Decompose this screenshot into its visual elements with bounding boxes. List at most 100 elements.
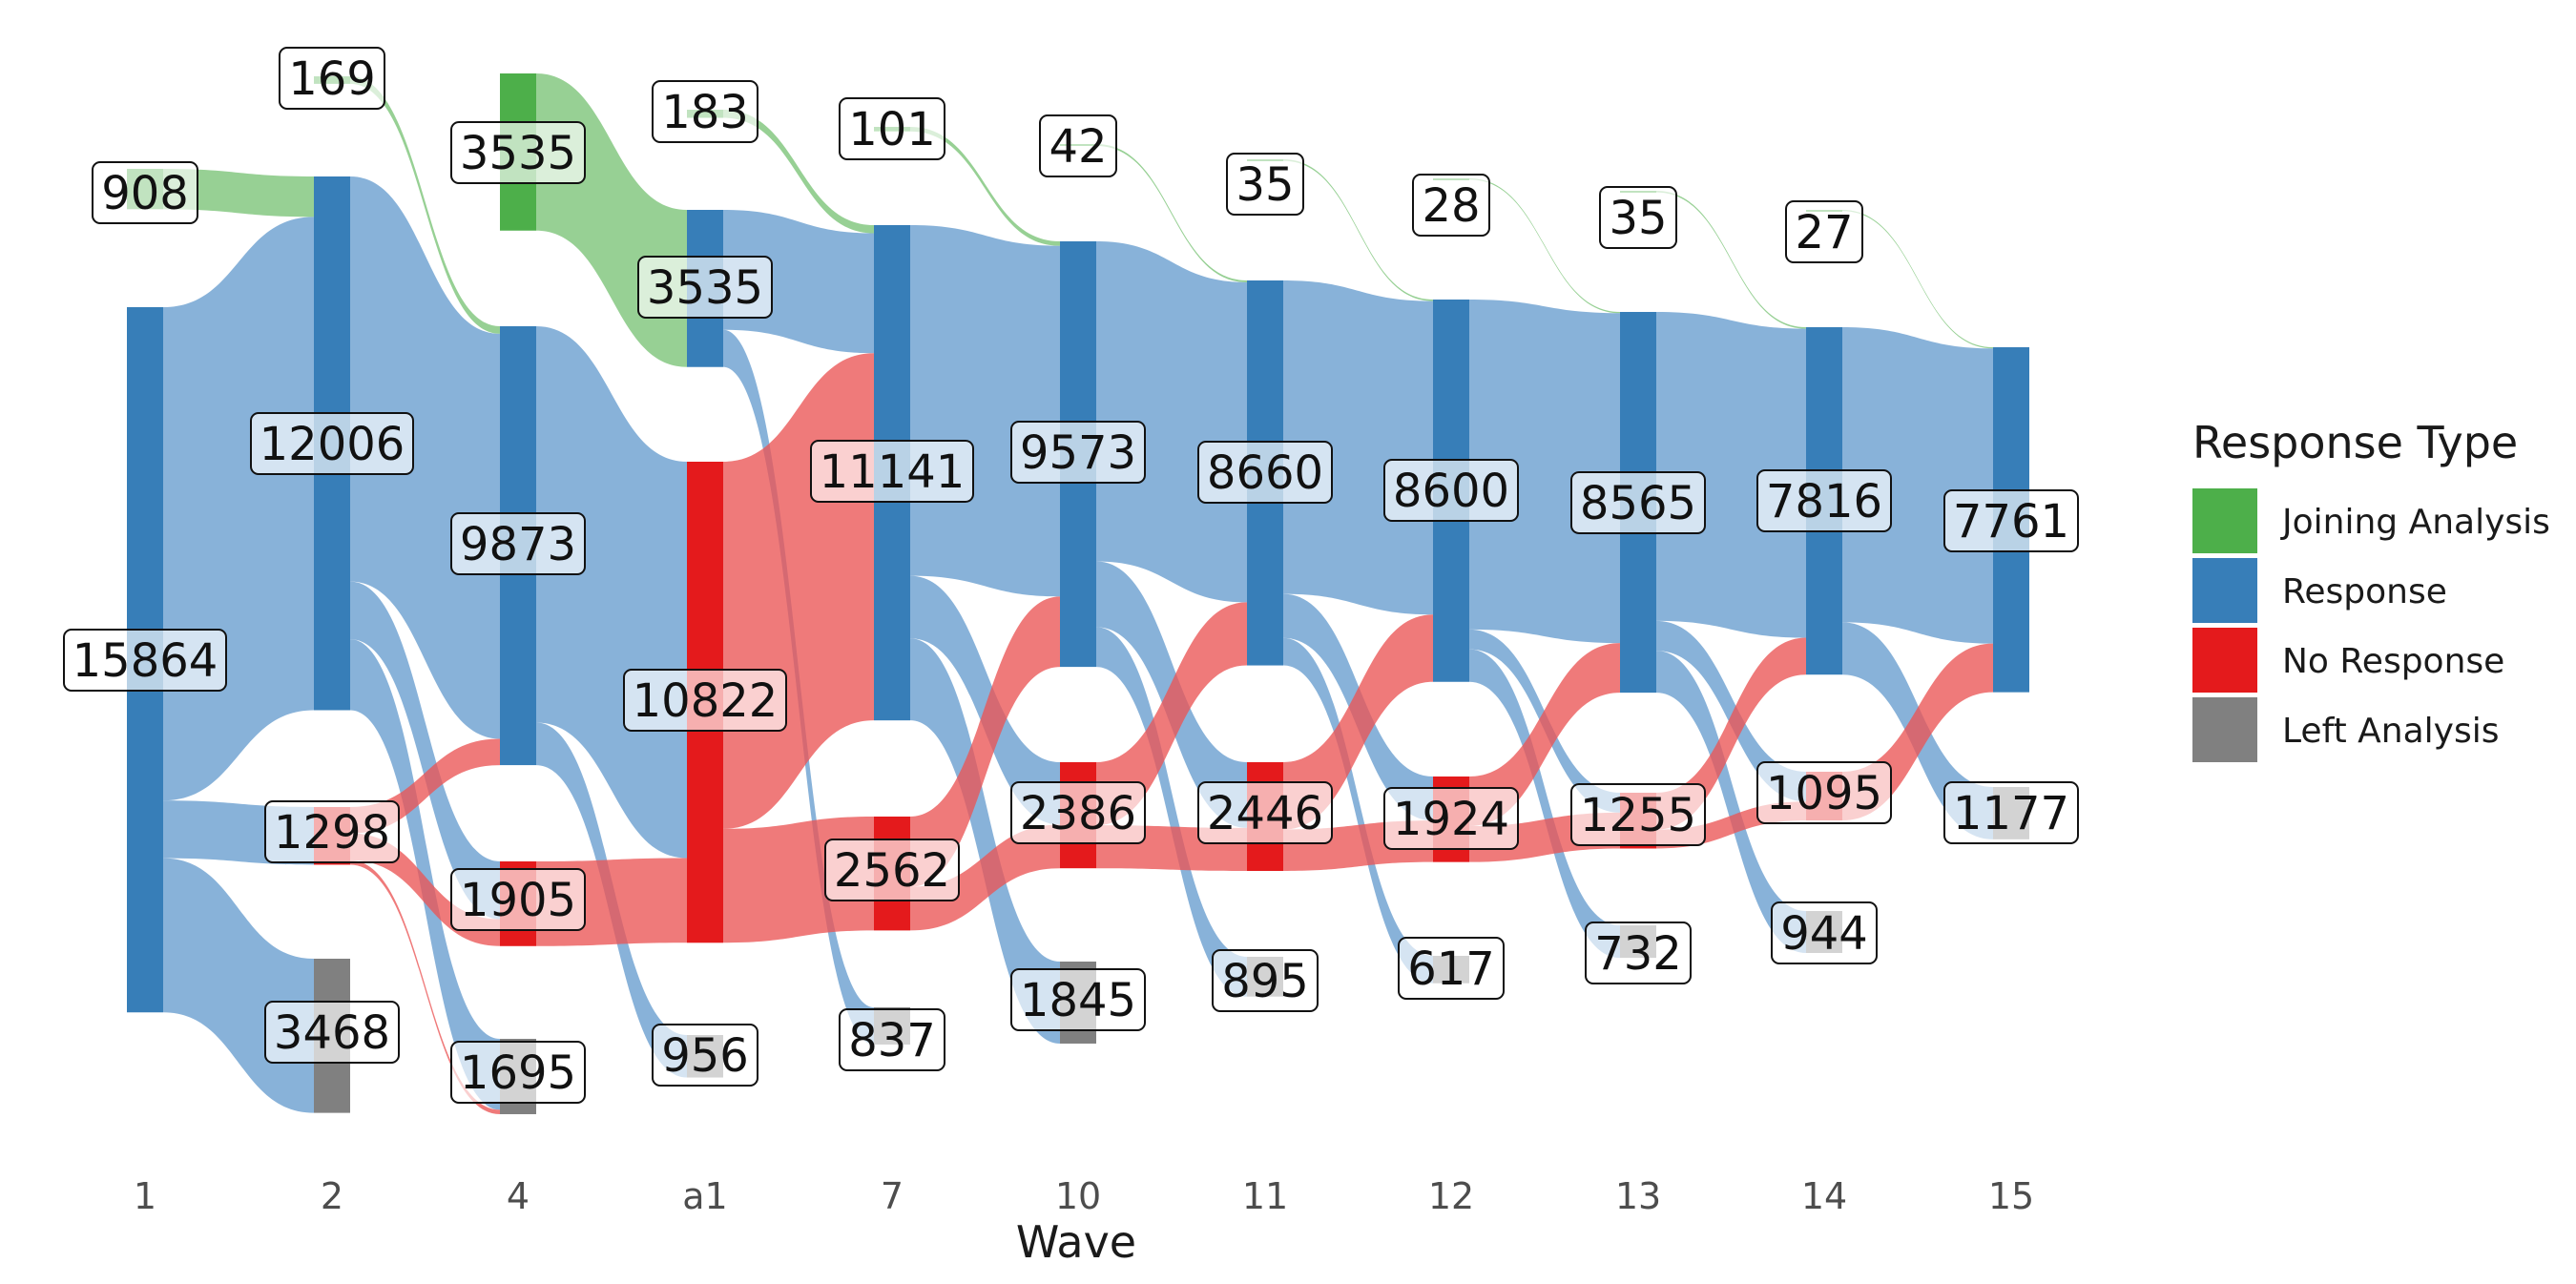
node-label-text: 3468 <box>274 1006 390 1060</box>
node-label-7-left: 837 <box>839 1008 945 1071</box>
node-label-box <box>450 1041 586 1104</box>
node-label-text: 732 <box>1594 927 1682 981</box>
flow-10-joining-to-response <box>1096 144 1247 282</box>
node-label-box <box>1383 459 1519 522</box>
flow-1-joining-to-response <box>163 169 314 217</box>
node-label-box <box>1771 901 1878 964</box>
node-label-12-joining: 28 <box>1412 174 1490 237</box>
legend-title: Response Type <box>2192 417 2518 468</box>
node-label-box <box>1197 781 1333 844</box>
flow-11-joining-to-response <box>1283 159 1433 301</box>
flow-1-response-to-left <box>163 858 314 1113</box>
node-label-box <box>1585 922 1692 984</box>
node-label-text: 35 <box>1236 158 1294 212</box>
node-label-box <box>264 1001 400 1064</box>
node-label-text: 169 <box>288 52 376 106</box>
node-label-box <box>839 97 945 160</box>
legend-key-joining <box>2192 488 2257 553</box>
node-label-13-no-response: 1255 <box>1570 783 1706 846</box>
x-tick-label-4: 4 <box>507 1175 530 1217</box>
node-label-text: 9873 <box>460 518 576 571</box>
node-label-2-left: 3468 <box>264 1001 400 1064</box>
node-label-box <box>1943 489 2079 552</box>
node-label-box <box>264 800 400 863</box>
node-label-box <box>1212 949 1319 1012</box>
node-label-text: 27 <box>1795 206 1853 259</box>
node-label-text: 28 <box>1422 179 1480 233</box>
x-tick-label-12: 12 <box>1428 1175 1474 1217</box>
node-label-text: 1095 <box>1766 767 1882 820</box>
x-axis: Wave 1 2 4 a1 7 10 11 12 13 14 15 <box>134 1175 2034 1268</box>
legend-key-left <box>2192 697 2257 762</box>
node-label-2-joining: 169 <box>279 47 385 110</box>
node-label-14-response: 7816 <box>1756 469 1892 532</box>
x-tick-label-14: 14 <box>1801 1175 1847 1217</box>
flow-12-response-to-left <box>1469 649 1620 959</box>
node-label-box <box>1398 937 1505 1000</box>
flow-7-no-response-to-no-response <box>910 824 1060 931</box>
node-label-text: 10822 <box>633 674 779 728</box>
flow-12-joining-to-response <box>1469 178 1620 314</box>
flow-4-response-to-no-response <box>536 326 687 859</box>
node-label-text: 7761 <box>1953 495 2069 549</box>
x-tick-label-10: 10 <box>1055 1175 1101 1217</box>
flow-1-response-to-response <box>163 217 314 801</box>
node-label-text: 1255 <box>1580 789 1696 842</box>
node-label-box <box>1010 421 1146 484</box>
node-label-2-no-response: 1298 <box>264 800 400 863</box>
node-label-7-no-response: 2562 <box>824 839 960 901</box>
flow-2-response-to-no-response <box>350 581 500 920</box>
node-label-12-response: 8600 <box>1383 459 1519 522</box>
node-label-box <box>250 412 414 475</box>
node-label-box <box>623 669 787 732</box>
flow-12-response-to-response <box>1469 300 1620 644</box>
labels-layer: 9081586416912006129834683535987319051695… <box>63 47 2079 1104</box>
node-label-box <box>63 629 227 692</box>
node-label-box <box>1010 781 1146 844</box>
node-label-1-response: 15864 <box>63 629 227 692</box>
node-label-box <box>450 121 586 184</box>
node-label-text: 956 <box>661 1029 749 1083</box>
node-label-7-joining: 101 <box>839 97 945 160</box>
node-label-box <box>1197 441 1333 504</box>
node-label-13-response: 8565 <box>1570 471 1706 534</box>
node-label-text: 1845 <box>1020 974 1136 1027</box>
node-label-text: 11141 <box>820 445 966 499</box>
node-label-text: 2562 <box>834 844 950 898</box>
node-label-4-no-response: 1905 <box>450 868 586 931</box>
legend-key-response <box>2192 558 2257 623</box>
x-tick-label-15: 15 <box>1988 1175 2034 1217</box>
node-label-text: 101 <box>848 103 936 156</box>
node-label-11-joining: 35 <box>1226 153 1304 216</box>
node-label-text: 2386 <box>1020 787 1136 840</box>
legend: Response Type Joining Analysis Response No… <box>2192 417 2550 762</box>
flow-13-no-response-to-response <box>1656 637 1806 830</box>
flow-13-joining-to-response <box>1656 191 1806 329</box>
flow-14-response-to-response <box>1842 327 1993 644</box>
node-label-text: 8660 <box>1207 446 1323 500</box>
node-label-box <box>1412 174 1490 237</box>
flow-14-joining-to-response <box>1842 210 1993 349</box>
node-label-11-left: 895 <box>1212 949 1319 1012</box>
node-label-box <box>450 868 586 931</box>
node-label-box <box>1756 761 1892 824</box>
x-tick-label-a1: a1 <box>682 1175 727 1217</box>
node-label-a1-left: 956 <box>652 1024 758 1087</box>
flow-7-response-to-response <box>910 225 1060 597</box>
node-label-box <box>652 80 758 143</box>
node-label-box <box>810 440 974 503</box>
node-label-box <box>824 839 960 901</box>
node-label-4-left: 1695 <box>450 1041 586 1104</box>
node-label-12-no-response: 1924 <box>1383 787 1519 850</box>
node-label-box <box>839 1008 945 1071</box>
node-label-15-left: 1177 <box>1943 781 2079 844</box>
x-tick-label-7: 7 <box>881 1175 904 1217</box>
x-tick-label-2: 2 <box>321 1175 343 1217</box>
flow-7-no-response-to-response <box>910 596 1060 887</box>
node-label-text: 8600 <box>1393 465 1509 518</box>
node-label-13-left: 732 <box>1585 922 1692 984</box>
node-label-12-left: 617 <box>1398 937 1505 1000</box>
node-label-box <box>450 512 586 575</box>
node-label-text: 9573 <box>1020 426 1136 480</box>
